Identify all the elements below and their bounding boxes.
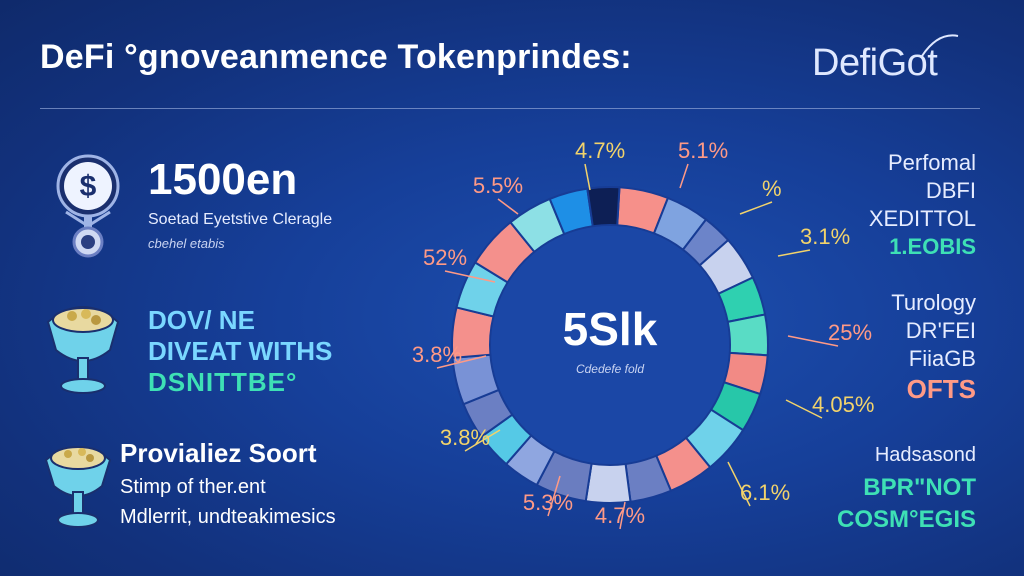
lower-text-line-1: Stimp of ther.ent	[120, 476, 266, 498]
header-divider	[40, 108, 980, 109]
label-leader-line	[584, 163, 591, 191]
donut-center-label: Cdedefe fold	[575, 362, 645, 376]
label-leader-line	[777, 249, 811, 257]
lower-heading: Provialiez Soort	[120, 438, 317, 468]
label-leader-line	[464, 429, 501, 452]
right-group-3-line-1: Hadsasond	[874, 444, 976, 466]
label-leader-line	[547, 475, 561, 517]
label-leader-line	[497, 198, 519, 215]
right-group-2-line-1: Turology	[891, 290, 976, 315]
right-group-2-line-2: DR'FEI	[905, 318, 976, 343]
slice-percent-label: 5.3%	[523, 490, 573, 515]
section-heading-line-3: DSNITTBE°	[148, 367, 298, 397]
donut-slice	[584, 462, 632, 504]
right-group-3-line-3: COSM°EGIS	[837, 506, 976, 533]
slice-percent-label: %	[762, 176, 782, 201]
right-group-1-line-3: XEDITTOL	[868, 206, 976, 231]
brand-logo: DefiGot	[812, 42, 938, 84]
right-group-1-line-4: 1.EOBIS	[889, 234, 976, 259]
trophy-cup-icon	[44, 446, 112, 528]
section-heading-line-1: DOV/ NE	[148, 305, 255, 335]
slice-percent-label: 4.7%	[595, 503, 645, 528]
label-leader-line	[679, 163, 689, 189]
logo-swoosh-icon	[921, 34, 959, 57]
slice-percent-label: 6.1%	[740, 480, 790, 505]
slice-percent-label: 3.8%	[412, 342, 462, 367]
stat-caption: cbehel etabis	[148, 236, 225, 251]
svg-text:$: $	[80, 170, 97, 203]
slice-percent-label: 3.8%	[440, 425, 490, 450]
right-group-1-line-2: DBFI	[925, 178, 976, 203]
slice-percent-label: 52%	[423, 245, 467, 270]
label-leader-line	[436, 355, 487, 369]
label-leader-line	[619, 501, 626, 530]
label-leader-line	[739, 201, 773, 215]
stat-value: 1500en	[148, 155, 298, 204]
label-leader-line	[727, 461, 751, 507]
donut-slice	[726, 313, 769, 357]
slice-percent-label: 4.05%	[812, 392, 874, 417]
donut-hole	[491, 226, 729, 464]
right-group-2-line-4: OFTS	[906, 374, 976, 404]
donut-slice	[586, 186, 621, 228]
page-title: DeFi °gnoveanmence Tokenprindes:	[40, 38, 632, 76]
label-leader-line	[785, 399, 823, 419]
lower-text-line-2: Mdlerrit, undteakimesics	[120, 506, 336, 528]
label-leader-line	[787, 335, 839, 347]
slice-percent-label: 3.1%	[800, 224, 850, 249]
right-group-2-line-3: FiiaGB	[908, 346, 976, 371]
label-leader-line	[444, 270, 496, 283]
right-group-3-line-2: BPR"NOT	[863, 474, 976, 501]
donut-center-value: 5Slk	[562, 303, 658, 355]
slice-percent-label: 5.5%	[473, 173, 523, 198]
section-heading-line-2: DIVEAT WITHS	[148, 336, 333, 366]
slice-percent-label: 25%	[828, 320, 872, 345]
coin-medal-icon: $	[56, 154, 120, 258]
trophy-cup-icon	[46, 306, 120, 394]
right-group-1-line-1: Perfomal	[887, 150, 976, 175]
stat-subtitle: Soetad Eyetstive Cleragle	[148, 211, 333, 228]
slice-percent-label: 5.1%	[678, 138, 728, 163]
slice-percent-label: 4.7%	[575, 138, 625, 163]
